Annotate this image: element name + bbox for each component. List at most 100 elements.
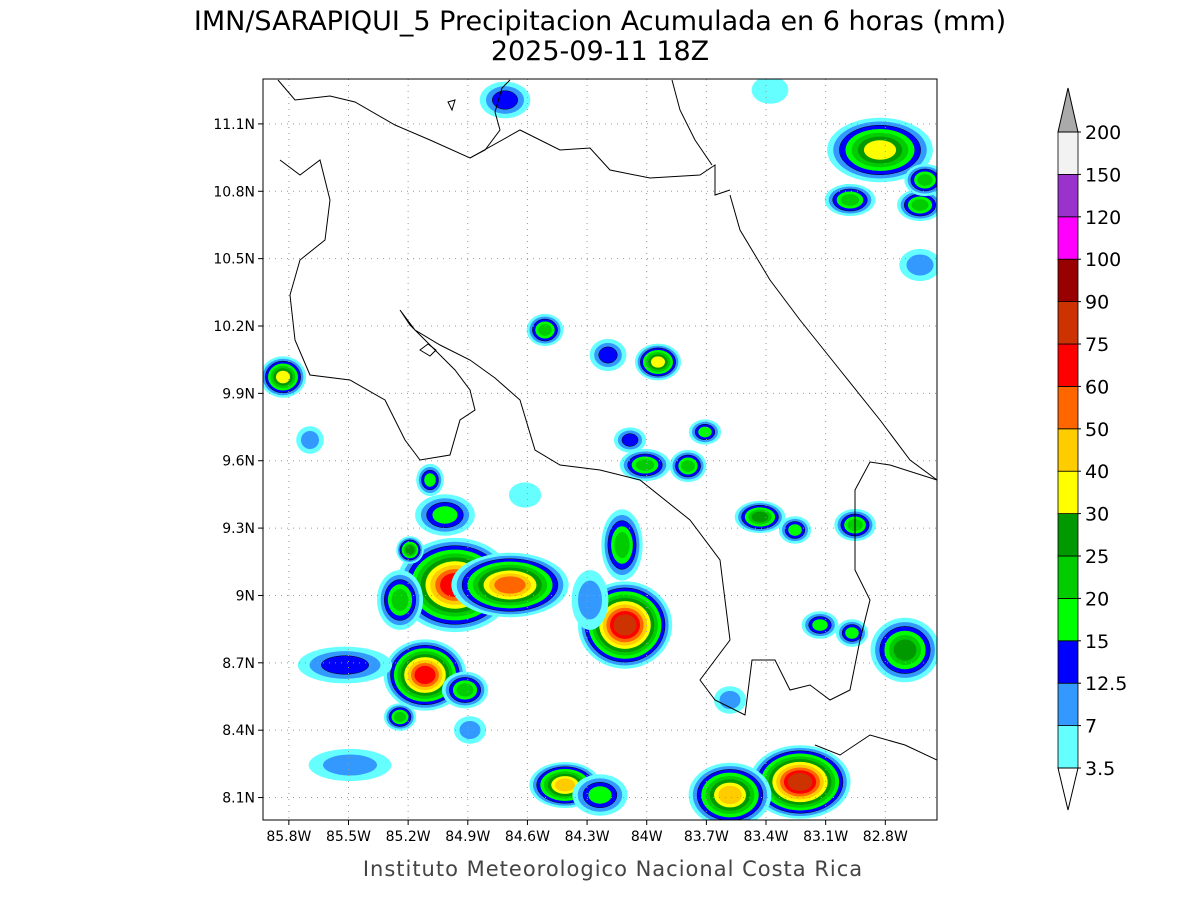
rain-contour bbox=[301, 431, 319, 449]
colorbar-swatch bbox=[1057, 598, 1079, 642]
colorbar-swatch bbox=[1057, 682, 1079, 727]
rain-contour bbox=[276, 370, 290, 384]
rain-contour bbox=[598, 346, 618, 364]
y-tick-label: 11.1N bbox=[213, 117, 255, 133]
colorbar-label: 200 bbox=[1085, 122, 1121, 144]
colorbar-label: 30 bbox=[1085, 504, 1109, 526]
colorbar-label: 15 bbox=[1085, 631, 1109, 653]
map-plot: 85.8W 85.5W 85.2W 84.9W 84.6W 84.3W 84W 83.7W 83… bbox=[213, 78, 938, 845]
colorbar-label: 3.5 bbox=[1085, 758, 1115, 780]
rain-contour bbox=[414, 665, 436, 685]
rain-contour bbox=[751, 511, 769, 523]
rain-contour bbox=[405, 545, 415, 555]
x-tick-label: 83.4W bbox=[744, 829, 789, 845]
coastlines bbox=[277, 79, 937, 761]
x-tick-label: 85.5W bbox=[326, 829, 371, 845]
colorbar-swatch bbox=[1057, 343, 1079, 387]
rain-contour bbox=[614, 531, 630, 559]
colorbar-swatch bbox=[1057, 173, 1079, 218]
rain-contour bbox=[719, 691, 741, 709]
colorbar-over bbox=[1057, 87, 1079, 133]
colorbar-label: 60 bbox=[1085, 376, 1109, 398]
y-tick-label: 9N bbox=[236, 588, 255, 604]
plot-frame bbox=[262, 78, 938, 821]
rain-contour bbox=[588, 786, 612, 804]
rain-contour bbox=[751, 79, 789, 104]
colorbar-swatch bbox=[1057, 513, 1079, 557]
rain-contour bbox=[394, 711, 406, 723]
colorbar: 3.5 7 12.5 15 20 25 30 40 50 60 75 90 100 120 150 200 bbox=[1057, 87, 1127, 811]
rain-contour bbox=[323, 754, 377, 776]
colorbar-label: 20 bbox=[1085, 588, 1109, 610]
rain-contour bbox=[391, 589, 409, 611]
rain-contour bbox=[621, 433, 639, 447]
colorbar-swatch bbox=[1057, 301, 1079, 345]
rain-contour bbox=[681, 460, 695, 472]
y-tick-label: 8.7N bbox=[222, 656, 255, 672]
x-tick-label: 83.7W bbox=[684, 829, 729, 845]
y-tick-label: 9.3N bbox=[222, 521, 255, 537]
rain-contour bbox=[613, 614, 637, 636]
rain-contour bbox=[651, 356, 665, 368]
rain-contour bbox=[911, 199, 929, 211]
rain-contour bbox=[424, 473, 436, 487]
colorbar-swatch bbox=[1057, 385, 1079, 430]
rain-contour bbox=[698, 426, 712, 438]
rain-contour bbox=[893, 639, 917, 661]
colorbar-label: 40 bbox=[1085, 461, 1109, 483]
colorbar-label: 100 bbox=[1085, 249, 1121, 271]
x-tick-label: 85.8W bbox=[266, 829, 311, 845]
colorbar-swatch bbox=[1057, 258, 1079, 303]
rain-contour bbox=[917, 174, 933, 186]
rain-contour bbox=[845, 627, 859, 639]
colorbar-under bbox=[1057, 767, 1079, 811]
colorbar-label: 120 bbox=[1085, 207, 1121, 229]
footer: Instituto Meteorologico Nacional Costa R… bbox=[363, 857, 863, 881]
x-tick-label: 83.1W bbox=[803, 829, 848, 845]
colorbar-swatch bbox=[1057, 640, 1079, 684]
rain-contour bbox=[906, 254, 934, 276]
rain-contour bbox=[840, 194, 860, 206]
title: IMN/SARAPIQUI_5 Precipitacion Acumulada … bbox=[194, 6, 1006, 37]
rain-contour bbox=[321, 655, 369, 675]
rain-contour bbox=[812, 619, 828, 631]
colorbar-label: 90 bbox=[1085, 292, 1109, 314]
y-tick-label: 10.2N bbox=[213, 319, 255, 335]
y-tick-label: 10.5N bbox=[213, 252, 255, 268]
colorbar-label: 50 bbox=[1085, 419, 1109, 441]
y-tick-label: 10.8N bbox=[213, 184, 255, 200]
rain-contour bbox=[787, 773, 813, 791]
colorbar-swatch bbox=[1057, 725, 1079, 769]
precipitation-field bbox=[263, 79, 937, 820]
rain-contour bbox=[538, 324, 552, 336]
axis-ticks: 85.8W 85.5W 85.2W 84.9W 84.6W 84.3W 84W 83.7W 83… bbox=[213, 117, 908, 845]
rain-contour bbox=[635, 459, 655, 471]
y-tick-label: 9.9N bbox=[222, 386, 255, 402]
x-tick-label: 84.3W bbox=[565, 829, 610, 845]
colorbar-label: 75 bbox=[1085, 334, 1109, 356]
rain-contour bbox=[432, 506, 458, 524]
y-tick-label: 8.4N bbox=[222, 723, 255, 739]
x-tick-label: 84W bbox=[631, 829, 663, 845]
colorbar-swatch bbox=[1057, 555, 1079, 599]
colorbar-swatch bbox=[1057, 428, 1079, 472]
rain-contour bbox=[554, 778, 576, 792]
x-tick-label: 84.9W bbox=[445, 829, 490, 845]
colorbar-swatch bbox=[1057, 216, 1079, 260]
rain-contour bbox=[492, 90, 518, 110]
colorbar-label: 12.5 bbox=[1085, 673, 1127, 695]
rain-contour bbox=[459, 721, 481, 739]
colorbar-swatch bbox=[1057, 131, 1079, 175]
x-tick-label: 84.6W bbox=[505, 829, 550, 845]
colorbar-swatch bbox=[1057, 470, 1079, 515]
colorbar-label: 150 bbox=[1085, 164, 1121, 186]
colorbar-label: 7 bbox=[1085, 716, 1097, 738]
subtitle: 2025-09-11 18Z bbox=[491, 36, 709, 67]
y-tick-label: 8.1N bbox=[222, 791, 255, 807]
rain-contour bbox=[788, 524, 802, 536]
rain-contour bbox=[456, 683, 474, 697]
x-tick-label: 85.2W bbox=[386, 829, 431, 845]
y-tick-label: 9.6N bbox=[222, 454, 255, 470]
rain-contour bbox=[718, 785, 742, 805]
